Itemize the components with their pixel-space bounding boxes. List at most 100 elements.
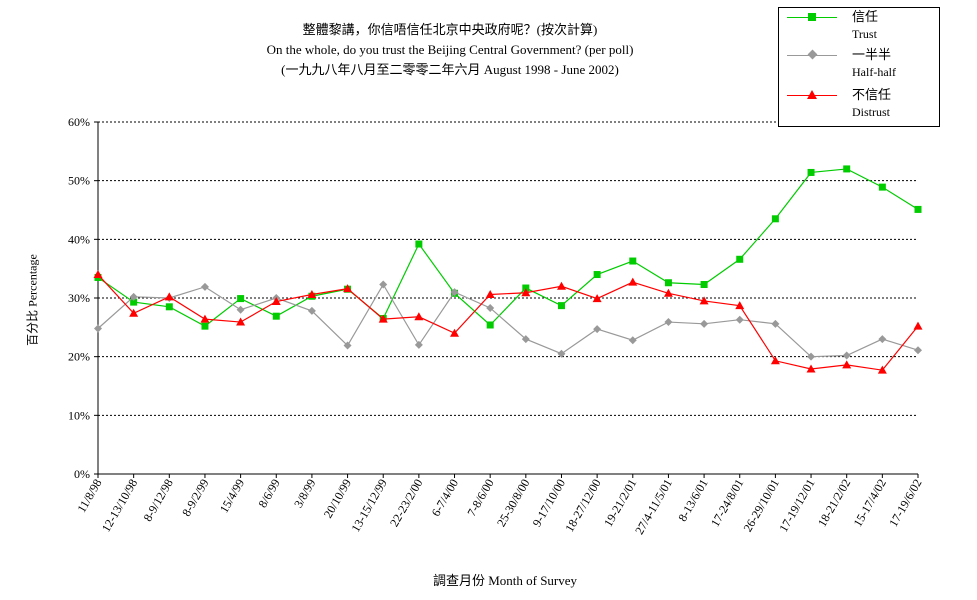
y-tick-label: 50% [68,174,90,188]
data-point [450,288,459,297]
data-point [664,318,673,327]
data-point [770,356,780,365]
series-line [97,283,919,358]
data-point [629,257,637,265]
data-point [878,183,886,191]
x-tick-label: 12-13/10/98 [99,477,140,535]
data-point [129,292,138,301]
data-point [700,281,708,289]
data-point [415,240,423,248]
data-point [343,341,352,350]
data-point [914,205,922,213]
data-point [236,317,246,326]
legend-item-distrust: 不信任 Distrust [779,86,939,124]
data-point [521,335,530,344]
data-point [593,325,602,334]
data-point [771,215,779,223]
chart-subtitle: On the whole, do you trust the Beijing C… [266,42,634,57]
y-tick-label: 10% [68,408,90,422]
x-tick-label: 8-9/2/99 [179,477,211,519]
y-tick-label: 0% [74,467,90,481]
x-tick-label: 18-21/2/02 [815,477,853,530]
data-point [842,360,852,369]
data-point [843,165,851,173]
data-point [271,297,281,306]
data-point [522,284,530,292]
data-point [700,319,709,328]
x-tick-label: 25-30/8/00 [494,477,532,530]
data-point [236,305,245,314]
y-tick-label: 20% [68,350,90,364]
data-point [807,352,816,361]
data-point [663,288,673,297]
legend: 信任 Trust 一半半 Half-half 不信任 Distrust [778,7,940,127]
square-marker-icon [808,13,816,21]
x-tick-label: 17-24/8/01 [708,477,746,530]
data-point [272,312,280,320]
x-tick-label: 27/4-11/5/01 [632,477,675,537]
series-distrust [93,270,923,374]
x-tick-label: 15-17/4/02 [850,477,888,530]
x-tick-label: 18-27/12/00 [562,477,603,535]
data-point [806,364,816,373]
data-point [200,282,209,291]
data-point [735,315,744,324]
data-point [486,303,495,312]
data-point [486,321,494,329]
data-point [343,284,353,293]
legend-label-half-half-en: Half-half [852,65,896,79]
data-point [130,298,138,306]
gridlines [98,121,918,416]
data-point [165,303,173,311]
data-point [378,314,388,323]
data-point [414,340,423,349]
data-point [414,312,424,321]
data-point [593,271,601,279]
series-line [97,168,919,327]
x-tick-label: 6-7/4/00 [429,477,461,519]
data-point [307,306,316,315]
series-half-half [94,280,922,361]
data-point [914,346,922,355]
x-tick-label: 13-15/12/99 [348,477,389,535]
chart-title: 整體黎講，你信唔信任北京中央政府呢？(按次計算) [302,22,598,37]
series-line [97,274,919,371]
data-point [94,324,102,333]
x-tick-label: 15/4/99 [217,477,247,516]
legend-label-distrust-zh: 不信任 [852,87,892,102]
data-point [556,281,566,290]
x-tick-label: 26-29/10/01 [741,477,782,535]
y-tick-label: 60% [68,115,90,129]
data-point [699,296,709,305]
data-point [735,301,745,310]
x-tick-label: 22-23/2/00 [387,477,425,530]
legend-item-trust: 信任 Trust [779,8,939,46]
data-series [93,165,923,374]
series-trust [94,165,922,330]
data-point [628,277,638,286]
data-point [664,279,672,287]
triangle-marker-icon [807,90,817,99]
data-point [307,289,317,298]
data-point [450,328,460,337]
y-tick-label: 30% [68,291,90,305]
data-point [592,294,602,303]
data-point [485,289,495,298]
x-tick-label: 7-8/6/00 [464,477,496,519]
data-point [557,349,566,358]
x-tick-label: 8-13/6/01 [675,477,710,524]
x-tick-label: 11/8/98 [74,477,104,515]
x-tick-label: 17-19/6/02 [886,477,924,530]
data-point [129,308,139,317]
data-point [93,270,103,279]
data-point [201,322,209,330]
legend-label-trust-zh: 信任 [852,9,879,24]
x-tick-label: 8-9/12/98 [140,477,175,524]
x-tick-label: 19-21/2/01 [601,477,639,530]
x-tick-label: 8/6/99 [255,477,282,511]
data-point [771,319,780,328]
legend-label-trust-en: Trust [852,27,877,41]
y-tick-label: 40% [68,232,90,246]
data-point [557,302,565,310]
